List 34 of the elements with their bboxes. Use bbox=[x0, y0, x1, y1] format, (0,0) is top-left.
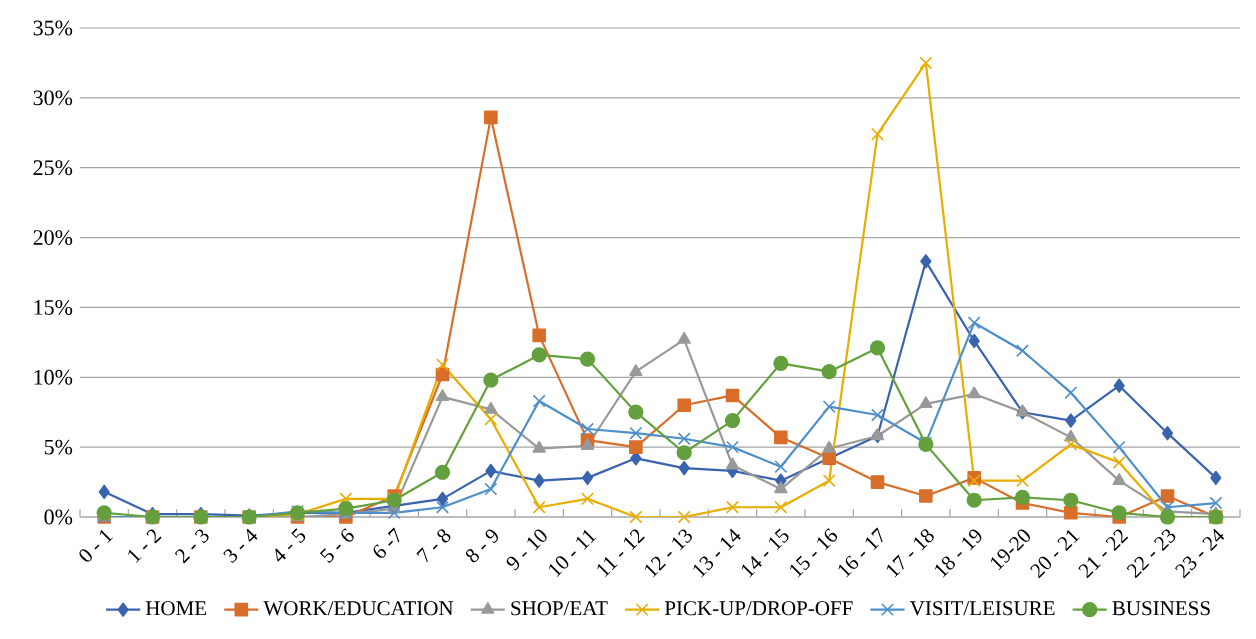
x-tick-label: 1 - 2 bbox=[128, 529, 162, 563]
x-tick-label: 18 - 19 bbox=[935, 529, 982, 578]
x-tick-label: 13 - 14 bbox=[693, 528, 741, 578]
x-tick-label: 7 - 8 bbox=[416, 529, 451, 563]
y-tick-label: 25% bbox=[33, 160, 73, 176]
x-tick-label: 16 - 17 bbox=[838, 527, 883, 578]
y-tick-label: 30% bbox=[33, 90, 73, 106]
legend-label: HOME bbox=[145, 601, 207, 616]
x-tick-label: 9 - 10 bbox=[506, 529, 547, 571]
legend-label: VISIT/LEISURE bbox=[909, 601, 1055, 616]
legend-label: BUSINESS bbox=[1112, 601, 1210, 616]
legend-label: PICK-UP/DROP-OFF bbox=[664, 601, 853, 616]
x-tick-label: 3 - 4 bbox=[223, 528, 258, 564]
x-tick-label: 10 - 11 bbox=[549, 529, 597, 578]
x-tick-label: 11 - 12 bbox=[597, 529, 645, 578]
x-tick-label: 17 - 18 bbox=[886, 529, 934, 578]
y-tick-label: 15% bbox=[34, 299, 73, 315]
x-tick-label: 15 - 16 bbox=[790, 528, 838, 578]
y-tick-label: 0% bbox=[44, 509, 73, 525]
x-tick-label: 14 - 15 bbox=[741, 528, 789, 578]
legend-label: WORK/EDUCATION bbox=[263, 601, 454, 616]
x-tick-label: 12 - 13 bbox=[645, 529, 692, 578]
y-tick-label: 35% bbox=[33, 20, 73, 36]
x-tick-label: 23 - 24 bbox=[1175, 528, 1225, 579]
x-tick-label: 8 - 9 bbox=[465, 529, 499, 563]
y-tick-label: 20% bbox=[33, 230, 73, 246]
x-tick-label: 0 - 1 bbox=[79, 529, 114, 562]
y-tick-label: 10% bbox=[34, 369, 73, 385]
x-tick-label: 6 -7 bbox=[373, 527, 400, 558]
x-tick-label: 2 - 3 bbox=[174, 529, 209, 564]
legend-label: SHOP/EAT bbox=[511, 601, 608, 616]
x-tick-label: 5 - 6 bbox=[319, 528, 354, 563]
x-tick-label: 4 - 5 bbox=[275, 528, 306, 562]
y-tick-label: 5% bbox=[44, 439, 73, 455]
